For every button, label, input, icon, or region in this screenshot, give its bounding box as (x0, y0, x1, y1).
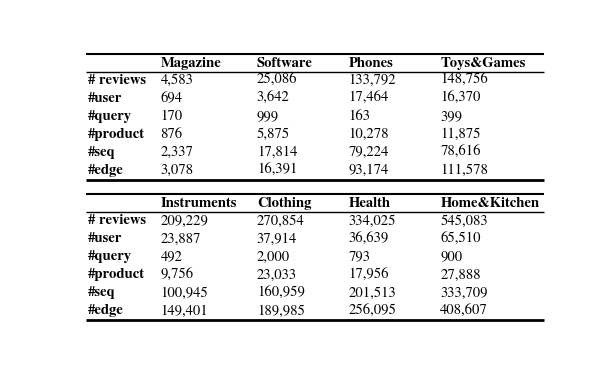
Text: 17,956: 17,956 (348, 268, 389, 282)
Text: #product: #product (88, 128, 145, 141)
Text: 793: 793 (348, 250, 371, 264)
Text: 170: 170 (160, 110, 182, 123)
Text: 876: 876 (160, 128, 182, 141)
Text: # reviews: # reviews (88, 74, 146, 87)
Text: 3,078: 3,078 (160, 164, 193, 177)
Text: 4,583: 4,583 (160, 74, 193, 87)
Text: 79,224: 79,224 (348, 146, 389, 159)
Text: #user: #user (88, 92, 123, 105)
Text: 256,095: 256,095 (348, 304, 396, 318)
Text: 5,875: 5,875 (257, 128, 290, 141)
Text: #query: #query (88, 251, 132, 263)
Text: 163: 163 (348, 110, 371, 123)
Text: 270,854: 270,854 (257, 214, 304, 228)
Text: 900: 900 (440, 250, 462, 264)
Text: # reviews: # reviews (88, 214, 146, 227)
Text: Software: Software (257, 57, 313, 70)
Text: 201,513: 201,513 (348, 286, 396, 300)
Text: 36,639: 36,639 (348, 232, 389, 246)
Text: Magazine: Magazine (160, 57, 221, 70)
Text: Clothing: Clothing (257, 197, 311, 210)
Text: 27,888: 27,888 (440, 268, 481, 282)
Text: 17,814: 17,814 (257, 146, 297, 159)
Text: 25,086: 25,086 (257, 74, 297, 87)
Text: 3,642: 3,642 (257, 92, 290, 105)
Text: 10,278: 10,278 (348, 128, 389, 141)
Text: #edge: #edge (88, 164, 124, 177)
Text: 65,510: 65,510 (440, 232, 481, 246)
Text: 100,945: 100,945 (160, 286, 208, 300)
Text: 23,887: 23,887 (160, 232, 201, 246)
Text: 492: 492 (160, 250, 182, 264)
Text: 694: 694 (160, 92, 182, 105)
Text: 37,914: 37,914 (257, 232, 297, 246)
Text: 23,033: 23,033 (257, 268, 297, 282)
Text: 148,756: 148,756 (440, 74, 488, 87)
Text: #seq: #seq (88, 286, 116, 300)
Text: 111,578: 111,578 (440, 164, 488, 177)
Text: #product: #product (88, 269, 145, 281)
Text: 93,174: 93,174 (348, 164, 389, 177)
Text: #seq: #seq (88, 146, 116, 159)
Text: #edge: #edge (88, 304, 124, 318)
Text: 333,709: 333,709 (440, 286, 488, 300)
Text: 78,616: 78,616 (440, 146, 481, 159)
Text: Home&Kitchen: Home&Kitchen (440, 197, 539, 210)
Text: 17,464: 17,464 (348, 92, 389, 105)
Text: 16,391: 16,391 (257, 164, 297, 177)
Text: 399: 399 (440, 110, 462, 123)
Text: 2,000: 2,000 (257, 250, 290, 264)
Text: #user: #user (88, 232, 123, 245)
Text: 408,607: 408,607 (440, 304, 488, 318)
Text: 160,959: 160,959 (257, 286, 305, 300)
Text: 9,756: 9,756 (160, 268, 194, 282)
Text: 999: 999 (257, 110, 279, 123)
Text: 2,337: 2,337 (160, 146, 193, 159)
Text: #query: #query (88, 110, 132, 123)
Text: 189,985: 189,985 (257, 304, 305, 318)
Text: 334,025: 334,025 (348, 214, 396, 228)
Text: 16,370: 16,370 (440, 92, 481, 105)
Text: 545,083: 545,083 (440, 214, 488, 228)
Text: 209,229: 209,229 (160, 214, 209, 228)
Text: Phones: Phones (348, 57, 393, 70)
Text: 133,792: 133,792 (348, 74, 396, 87)
Text: Toys&Games: Toys&Games (440, 57, 526, 70)
Text: Instruments: Instruments (160, 197, 237, 210)
Text: 149,401: 149,401 (160, 304, 208, 318)
Text: 11,875: 11,875 (440, 128, 481, 141)
Text: Health: Health (348, 197, 390, 210)
